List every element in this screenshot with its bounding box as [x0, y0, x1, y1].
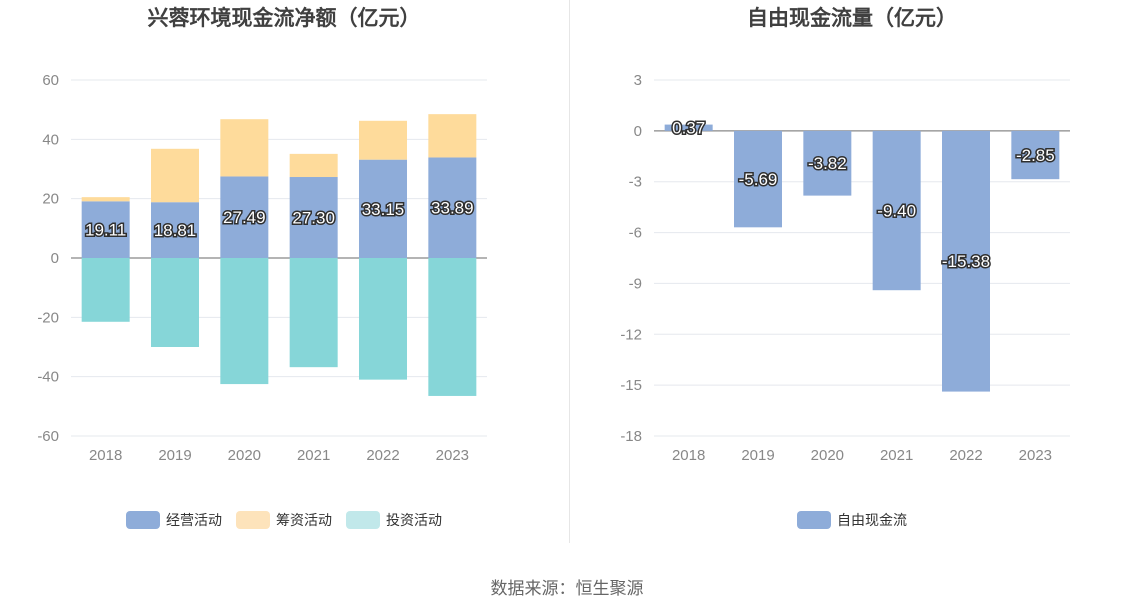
legend-swatch — [346, 511, 380, 529]
data-label: 19.11 — [85, 221, 126, 240]
x-tick-label: 2023 — [436, 447, 469, 464]
y-tick-label: -6 — [629, 225, 642, 242]
x-tick-label: 2019 — [158, 447, 191, 464]
bar — [1011, 130, 1060, 180]
legend-swatch — [126, 511, 160, 529]
right-chart-title: 自由现金流量（亿元） — [747, 6, 957, 30]
left-chart-plot: 60 40 20 0 -20 -40 -60 2018 2019 2020 2021 2022 2023… — [37, 72, 487, 464]
y-tick-label: 0 — [51, 250, 59, 267]
y-tick-label: 60 — [42, 72, 59, 89]
bar — [803, 130, 852, 196]
bar — [872, 130, 921, 291]
legend-label: 投资活动 — [386, 513, 442, 529]
bar — [151, 258, 199, 347]
bar — [220, 258, 269, 385]
bar — [289, 153, 338, 178]
left-chart-legend: 经营活动 筹资活动 投资活动 — [0, 510, 568, 530]
y-tick-label: 3 — [634, 72, 642, 89]
panel-divider — [569, 0, 570, 543]
bar — [220, 176, 269, 258]
bar — [359, 120, 407, 160]
y-tick-label: 0 — [634, 123, 642, 140]
data-label: 33.89 — [431, 199, 474, 218]
y-tick-label: -40 — [37, 369, 59, 386]
left-chart-title: 兴蓉环境现金流净额（亿元） — [147, 6, 421, 30]
bar — [359, 258, 407, 380]
x-tick-label: 2020 — [228, 447, 261, 464]
y-tick-label: 40 — [42, 131, 59, 148]
legend-label: 筹资活动 — [276, 513, 332, 529]
legend-swatch — [236, 511, 270, 529]
legend-label: 自由现金流 — [837, 513, 907, 529]
x-tick-label: 2021 — [297, 447, 330, 464]
x-tick-label: 2019 — [741, 447, 774, 464]
data-label: 27.49 — [223, 208, 266, 227]
bar — [220, 119, 269, 177]
bar — [81, 197, 130, 202]
right-chart-plot: 3 0 -3 -6 -9 -12 -15 -18 2018 2019 2020 2021 2022 202… — [620, 72, 1070, 464]
y-tick-label: -20 — [37, 309, 59, 326]
legend-label: 经营活动 — [166, 513, 222, 529]
data-label: -2.85 — [1016, 146, 1055, 165]
x-tick-label: 2022 — [949, 447, 982, 464]
legend-item[interactable]: 筹资活动 — [236, 510, 332, 530]
y-tick-label: -60 — [37, 428, 59, 445]
bar — [428, 114, 477, 158]
data-label: 33.15 — [362, 200, 405, 219]
right-chart-legend: 自由现金流 — [570, 510, 1134, 530]
x-tick-label: 2018 — [89, 447, 122, 464]
data-label: -5.69 — [739, 170, 778, 189]
bar — [81, 258, 130, 322]
left-chart-panel: 兴蓉环境现金流净额（亿元） 60 40 20 0 -20 -40 -60 2018 2019 20… — [0, 0, 568, 545]
y-tick-label: -18 — [620, 428, 642, 445]
bar — [289, 258, 338, 368]
legend-item[interactable]: 投资活动 — [346, 510, 442, 530]
data-label: 18.81 — [154, 221, 197, 240]
x-tick-label: 2022 — [366, 447, 399, 464]
bar — [664, 124, 713, 131]
bar — [151, 148, 199, 203]
x-tick-label: 2020 — [811, 447, 844, 464]
data-source-note: 数据来源：恒生聚源 — [490, 579, 644, 599]
y-tick-label: 20 — [42, 191, 59, 208]
data-label: -9.40 — [877, 202, 916, 221]
y-tick-label: -12 — [620, 326, 642, 343]
x-tick-label: 2018 — [672, 447, 705, 464]
bar — [151, 202, 199, 258]
data-label: 27.30 — [292, 209, 335, 228]
bar — [289, 177, 338, 258]
legend-swatch — [797, 511, 831, 529]
y-tick-label: -3 — [629, 174, 642, 191]
right-chart-panel: 自由现金流量（亿元） 3 0 -3 -6 -9 -12 -15 -18 2018 2019 2020… — [570, 0, 1134, 545]
y-tick-label: -15 — [620, 377, 642, 394]
x-tick-label: 2021 — [880, 447, 913, 464]
bar — [942, 130, 990, 392]
legend-item[interactable]: 经营活动 — [126, 510, 222, 530]
bar — [359, 159, 407, 258]
x-tick-label: 2023 — [1019, 447, 1052, 464]
bar — [428, 157, 477, 258]
bar — [428, 258, 477, 396]
data-label: -3.82 — [808, 154, 847, 173]
legend-item[interactable]: 自由现金流 — [797, 510, 907, 530]
data-label: 0.37 — [672, 119, 705, 138]
bar — [81, 201, 130, 258]
y-tick-label: -9 — [629, 275, 642, 292]
data-label: -15.38 — [942, 252, 990, 271]
bar — [734, 130, 782, 228]
